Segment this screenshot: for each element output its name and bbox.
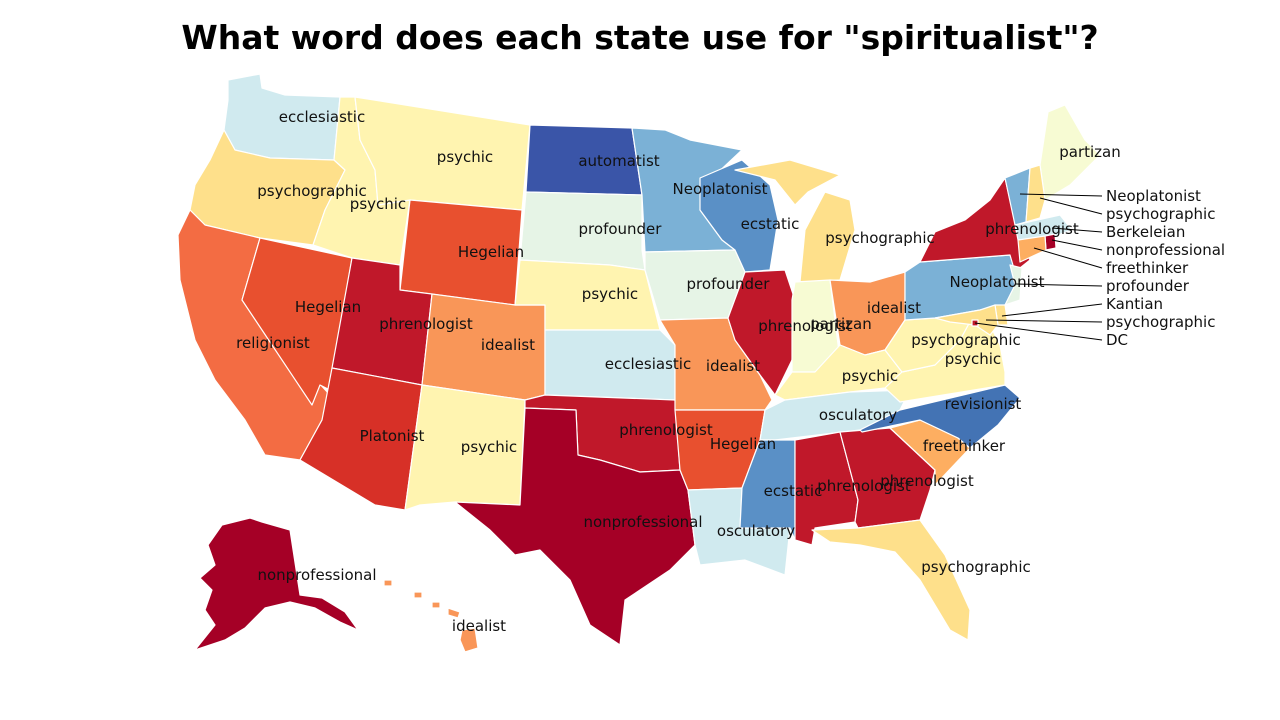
- label-MI: psychographic: [825, 229, 934, 247]
- label-OK: phrenologist: [619, 421, 713, 439]
- label-AZ: Platonist: [360, 427, 425, 445]
- label-NE: psychic: [582, 285, 638, 303]
- callout-label-VT: Neoplatonist: [1106, 187, 1201, 205]
- label-NV: Hegelian: [295, 298, 361, 316]
- label-MN: Neoplatonist: [673, 180, 768, 198]
- label-MO: idealist: [706, 357, 760, 375]
- callout-leader-DE: [1001, 303, 1103, 317]
- label-VA: psychic: [945, 350, 1001, 368]
- callout-leader-RI: [1051, 239, 1103, 251]
- state-NH[interactable]: [1025, 164, 1046, 223]
- state-shapes: [177, 73, 1101, 653]
- label-KY: psychic: [842, 367, 898, 385]
- state-MA[interactable]: [1014, 214, 1073, 241]
- label-ID: psychic: [350, 195, 406, 213]
- callout-label-CT: freethinker: [1106, 259, 1189, 277]
- label-OR: psychographic: [257, 182, 366, 200]
- callout-label-DC: DC: [1106, 331, 1128, 349]
- label-ME: partizan: [1059, 143, 1121, 161]
- state-AK[interactable]: [194, 517, 359, 651]
- label-MS: ecstatic: [764, 482, 823, 500]
- state-NC[interactable]: [859, 384, 1021, 449]
- label-SC: freethinker: [923, 437, 1006, 455]
- callout-leader-NJ: [1015, 283, 1103, 287]
- callout-leader-NH: [1039, 197, 1103, 215]
- label-WV: psychographic: [911, 331, 1020, 349]
- state-TX[interactable]: [454, 407, 696, 646]
- callout-label-MD: psychographic: [1106, 313, 1215, 331]
- state-CT[interactable]: [1017, 235, 1047, 263]
- label-UT: phrenologist: [379, 315, 473, 333]
- label-LA: osculatory: [717, 522, 795, 540]
- label-WA: ecclesiastic: [279, 108, 365, 126]
- callout-labels: Neoplatonist psychographic Berkeleian no…: [974, 187, 1225, 349]
- state-MD[interactable]: [934, 304, 999, 336]
- label-TX: nonprofessional: [583, 513, 702, 531]
- state-HI[interactable]: [383, 579, 479, 653]
- label-AR: Hegelian: [710, 435, 776, 453]
- callout-leader-MD: [985, 319, 1103, 323]
- state-ME[interactable]: [1039, 104, 1101, 201]
- callout-label-NH: psychographic: [1106, 205, 1215, 223]
- label-NM: psychic: [461, 438, 517, 456]
- label-TN: osculatory: [819, 406, 897, 424]
- label-WY: Hegelian: [458, 243, 524, 261]
- map-title: What word does each state use for "spiri…: [181, 18, 1099, 57]
- label-IA: profounder: [687, 275, 771, 293]
- label-CO: idealist: [481, 336, 535, 354]
- state-labels: ecclesiastic psychographic religionist H…: [236, 108, 1121, 635]
- label-FL: psychographic: [921, 558, 1030, 576]
- label-IN: partizan: [810, 315, 872, 333]
- label-NC: revisionist: [945, 395, 1022, 413]
- label-SD: profounder: [579, 220, 663, 238]
- callout-label-RI: nonprofessional: [1106, 241, 1225, 259]
- callout-label-NJ: profounder: [1106, 277, 1190, 295]
- callout-leader-DC: [974, 322, 1103, 341]
- callout-label-DE: Kantian: [1106, 295, 1163, 313]
- label-WI: ecstatic: [741, 215, 800, 233]
- label-IL: phrenologist: [758, 317, 852, 335]
- label-AK: nonprofessional: [257, 566, 376, 584]
- label-KS: ecclesiastic: [605, 355, 691, 373]
- callout-label-MA: Berkeleian: [1106, 223, 1185, 241]
- state-NJ[interactable]: [1004, 264, 1023, 306]
- label-OH: idealist: [867, 299, 921, 317]
- label-CA: religionist: [236, 334, 310, 352]
- callout-leader-CT: [1033, 247, 1103, 269]
- label-MT: psychic: [437, 148, 493, 166]
- label-NY: phrenologist: [985, 220, 1079, 238]
- callout-leader-MA: [1051, 227, 1103, 233]
- label-PA: Neoplatonist: [950, 273, 1045, 291]
- label-HI: idealist: [452, 617, 506, 635]
- callout-leader-VT: [1019, 193, 1103, 197]
- state-FL[interactable]: [811, 519, 971, 641]
- label-AL: phrenologist: [817, 477, 911, 495]
- label-GA: phrenologist: [880, 472, 974, 490]
- label-ND: automatist: [578, 152, 659, 170]
